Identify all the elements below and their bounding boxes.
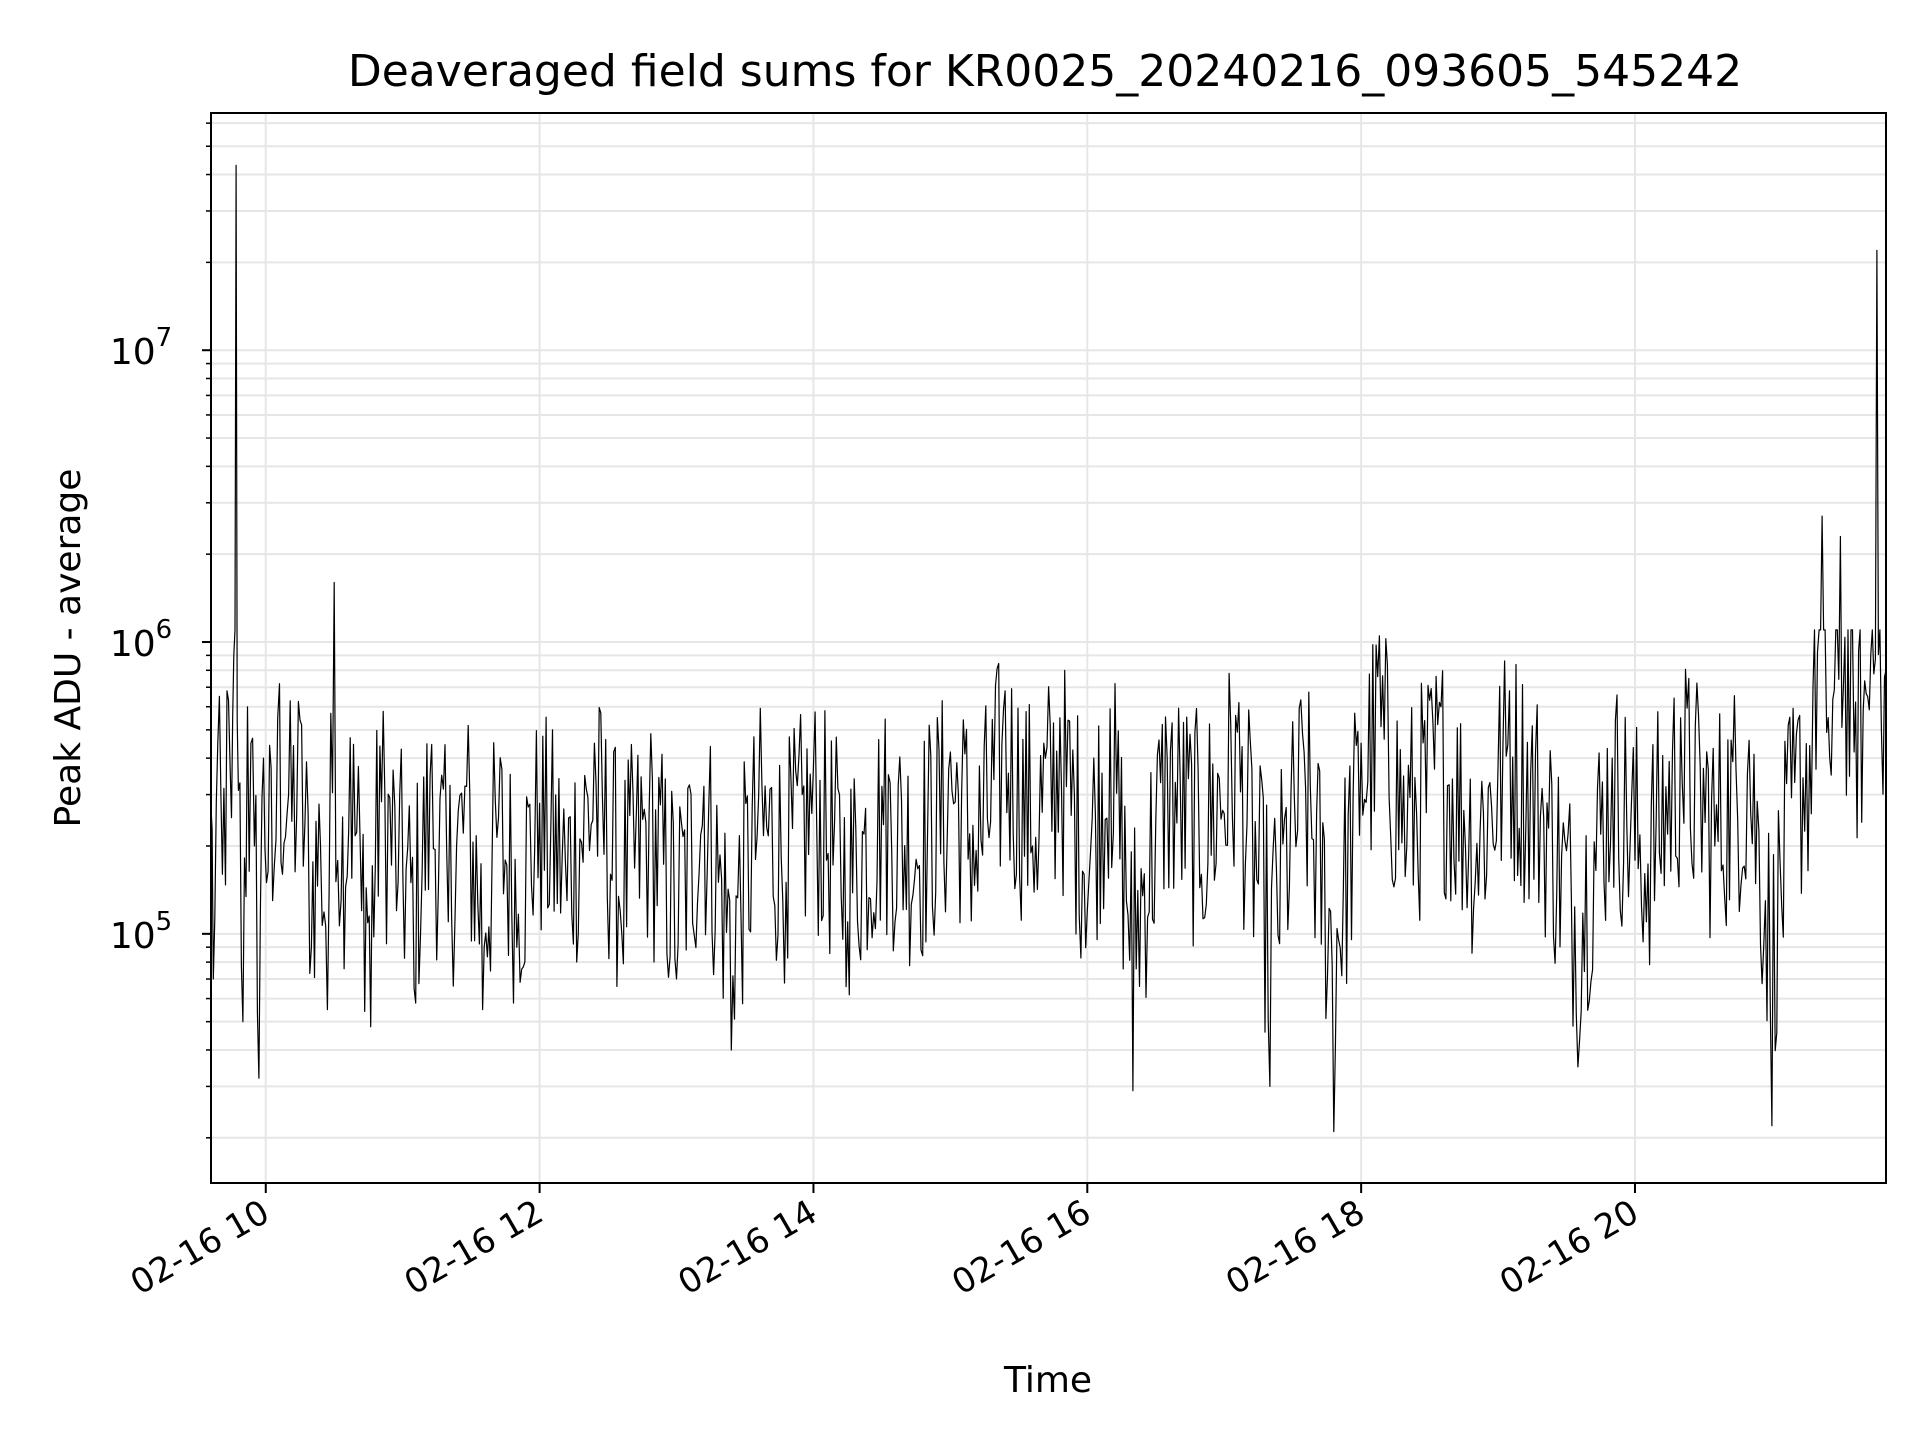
x-gridlines xyxy=(264,113,1636,1183)
x-axis-label: Time xyxy=(1003,1360,1092,1401)
y-axis-label: Peak ADU - average xyxy=(48,469,89,828)
y-axis: 105 106 107 xyxy=(110,122,211,1139)
series-group xyxy=(210,164,1887,1133)
plot-area-frame xyxy=(210,112,1887,1184)
chart-title: Deaveraged field sums for KR0025_2024021… xyxy=(348,46,1742,97)
y-tick-label: 105 xyxy=(110,907,172,957)
y-tick-label: 106 xyxy=(110,615,172,665)
y-tick-label: 107 xyxy=(110,323,172,373)
series-line xyxy=(210,164,1887,1133)
